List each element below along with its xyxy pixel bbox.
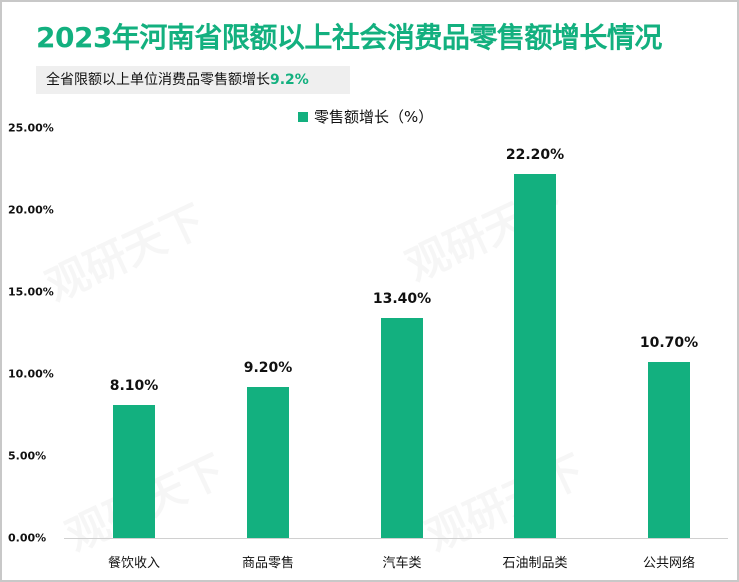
bar-retail bbox=[247, 387, 289, 538]
x-tick-label: 石油制品类 bbox=[502, 556, 568, 571]
y-tick: 10.00% bbox=[8, 367, 54, 381]
subtitle-text: 全省限额以上单位消费品零售额增长 bbox=[46, 72, 270, 88]
bar-catering bbox=[113, 405, 155, 538]
legend-label: 零售额增长（%） bbox=[314, 108, 434, 126]
y-tick: 20.00% bbox=[8, 203, 54, 217]
bar-value-label: 9.20% bbox=[243, 360, 293, 376]
y-tick: 0.00% bbox=[8, 531, 47, 545]
legend-swatch-icon bbox=[298, 111, 308, 122]
x-tick-label: 公共网络 bbox=[642, 556, 695, 571]
y-tick: 15.00% bbox=[8, 285, 54, 299]
bar-value-label: 13.40% bbox=[372, 291, 432, 307]
y-tick: 5.00% bbox=[8, 449, 47, 463]
subtitle-highlight-value: 9.2% bbox=[270, 72, 309, 88]
bar-value-label: 22.20% bbox=[505, 147, 565, 163]
x-axis-line bbox=[64, 538, 728, 539]
x-tick-label: 汽车类 bbox=[382, 556, 422, 571]
chart-subtitle: 全省限额以上单位消费品零售额增长9.2% bbox=[36, 66, 350, 94]
x-tick-label: 餐饮收入 bbox=[107, 556, 160, 571]
bar-value-label: 10.70% bbox=[639, 335, 699, 351]
chart-legend: 零售额增长（%） bbox=[298, 106, 433, 127]
bar-public-network bbox=[648, 362, 690, 538]
x-tick-label: 商品零售 bbox=[241, 556, 294, 571]
y-tick: 25.00% bbox=[8, 121, 54, 135]
bar-petroleum bbox=[514, 174, 556, 538]
chart-title: 2023年河南省限额以上社会消费品零售额增长情况 bbox=[36, 21, 662, 54]
bar-auto bbox=[381, 318, 423, 538]
bar-value-label: 8.10% bbox=[109, 378, 159, 394]
